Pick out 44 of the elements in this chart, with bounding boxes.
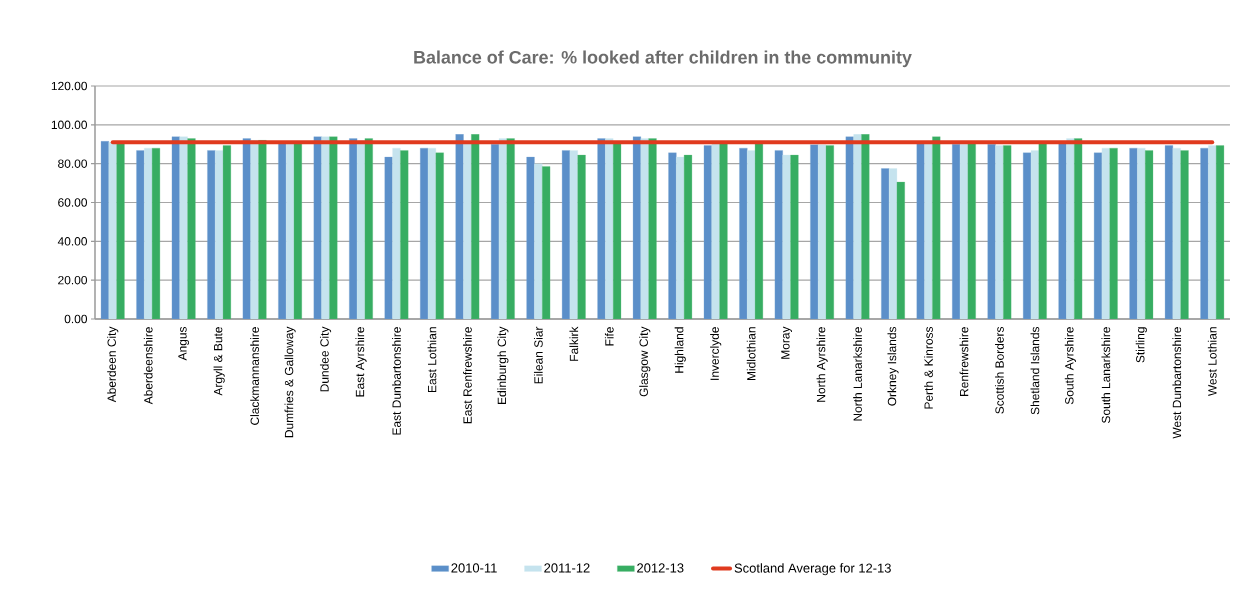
x-tick-label: Aberdeen City bbox=[107, 326, 119, 403]
x-tick-label: West Dunbartonshire bbox=[1172, 327, 1182, 439]
x-tick-label: North Lanarkshire bbox=[853, 327, 862, 421]
y-tick-label: 0.00 bbox=[64, 314, 88, 324]
x-tick-label: Perth & Kinross bbox=[924, 326, 933, 409]
x-tick-label: Renfrewshire bbox=[959, 327, 969, 396]
x-tick-label: Eilean Siar bbox=[533, 326, 543, 384]
y-tick-label: 20.00 bbox=[58, 275, 88, 285]
x-tick-label: East Lothian bbox=[427, 327, 437, 392]
x-tick-label: Argyll & Bute bbox=[213, 327, 225, 396]
x-tick-label: Dumfries & Galloway bbox=[284, 326, 296, 438]
x-tick-label: Shetland Islands bbox=[1030, 326, 1040, 415]
x-tick-label: South Lanarkshire bbox=[1101, 327, 1111, 424]
x-tick-label: West Lothian bbox=[1207, 327, 1217, 397]
chart-title: Balance of Care: % looked after children in the community bbox=[414, 50, 912, 68]
x-tick-label: Orkney Islands bbox=[887, 326, 899, 406]
x-tick-label: Clackmannanshire bbox=[250, 327, 259, 425]
x-tick-label: Highland bbox=[674, 327, 686, 373]
x-tick-label: Angus bbox=[178, 326, 190, 361]
y-tick-label: 100.00 bbox=[51, 120, 88, 130]
legend-label: Scotland Average for 12-13 bbox=[734, 563, 891, 576]
x-tick-label: Aberdeenshire bbox=[143, 327, 153, 405]
y-tick-label: 120.00 bbox=[51, 81, 88, 91]
x-tick-label: Inverclyde bbox=[710, 327, 722, 380]
x-tick-label: South Ayrshire bbox=[1064, 327, 1076, 405]
x-tick-label: Edinburgh City bbox=[497, 326, 509, 404]
x-tick-label: North Ayrshire bbox=[816, 327, 828, 402]
x-tick-label: Moray bbox=[781, 326, 792, 359]
x-tick-label: Glasgow City bbox=[639, 326, 651, 397]
x-tick-label: Dundee City bbox=[319, 326, 332, 392]
legend-label: 2011-12 bbox=[544, 563, 590, 573]
legend-label: 2012-13 bbox=[637, 563, 684, 573]
x-tick-label: East Ayrshire bbox=[355, 327, 367, 397]
x-tick-label: Midlothian bbox=[746, 327, 756, 381]
y-tick-label: 80.00 bbox=[58, 159, 88, 168]
x-tick-label: Fife bbox=[604, 327, 614, 346]
x-tick-label: East Dunbartonshire bbox=[392, 327, 401, 435]
x-tick-label: Falkirk bbox=[569, 326, 579, 361]
legend-label: 2010-11 bbox=[451, 563, 497, 573]
y-tick-label: 60.00 bbox=[58, 198, 88, 207]
x-tick-label: Scottish Borders bbox=[995, 326, 1004, 414]
y-tick-label: 40.00 bbox=[57, 237, 88, 246]
x-tick-label: Stirling bbox=[1135, 327, 1147, 363]
x-tick-label: East Renfrewshire bbox=[463, 327, 472, 424]
